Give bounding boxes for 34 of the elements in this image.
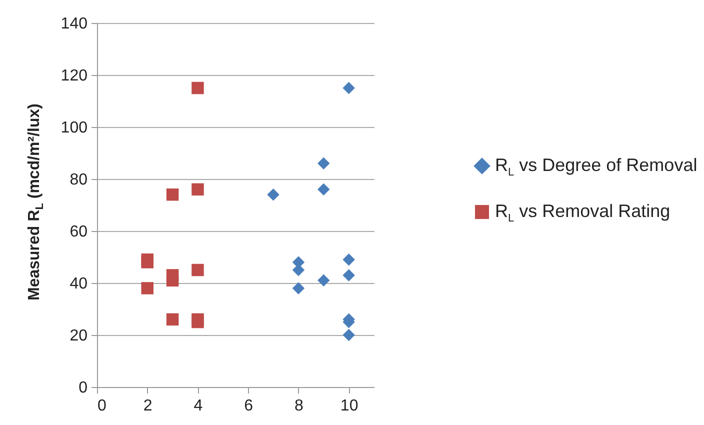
point <box>192 82 204 94</box>
point <box>342 269 355 282</box>
point <box>141 256 154 268</box>
x-tick-label: 8 <box>294 398 304 414</box>
y-tick-label: 60 <box>70 224 88 240</box>
y-tick-label: 120 <box>60 68 88 84</box>
point <box>166 313 179 326</box>
y-tick-label: 0 <box>78 380 88 396</box>
point <box>342 328 355 342</box>
x-tick-label: 10 <box>340 398 358 414</box>
point <box>342 82 355 94</box>
y-tick-label: 20 <box>70 328 88 344</box>
y-tick-label: 80 <box>70 172 88 188</box>
x-tick-label: 2 <box>143 398 152 414</box>
x-tick-label: 6 <box>244 398 254 414</box>
point <box>166 274 179 287</box>
point <box>192 264 204 276</box>
point <box>342 253 355 266</box>
y-tick-label: 140 <box>60 16 88 32</box>
point <box>318 157 330 170</box>
point <box>141 282 154 294</box>
y-tick-label: 40 <box>70 276 88 292</box>
point <box>318 274 330 287</box>
legend-label: R$_{L}$ vs Removal Rating <box>495 200 670 224</box>
point <box>192 316 204 328</box>
point <box>192 183 204 196</box>
point <box>318 183 330 196</box>
legend-label: R$_{L}$ vs Degree of Removal <box>495 155 698 179</box>
point <box>292 282 305 294</box>
x-tick-label: 4 <box>194 398 203 414</box>
y-tick-label: 100 <box>60 120 88 136</box>
point <box>267 188 280 201</box>
x-tick-label: 0 <box>98 398 106 414</box>
point <box>166 188 179 201</box>
